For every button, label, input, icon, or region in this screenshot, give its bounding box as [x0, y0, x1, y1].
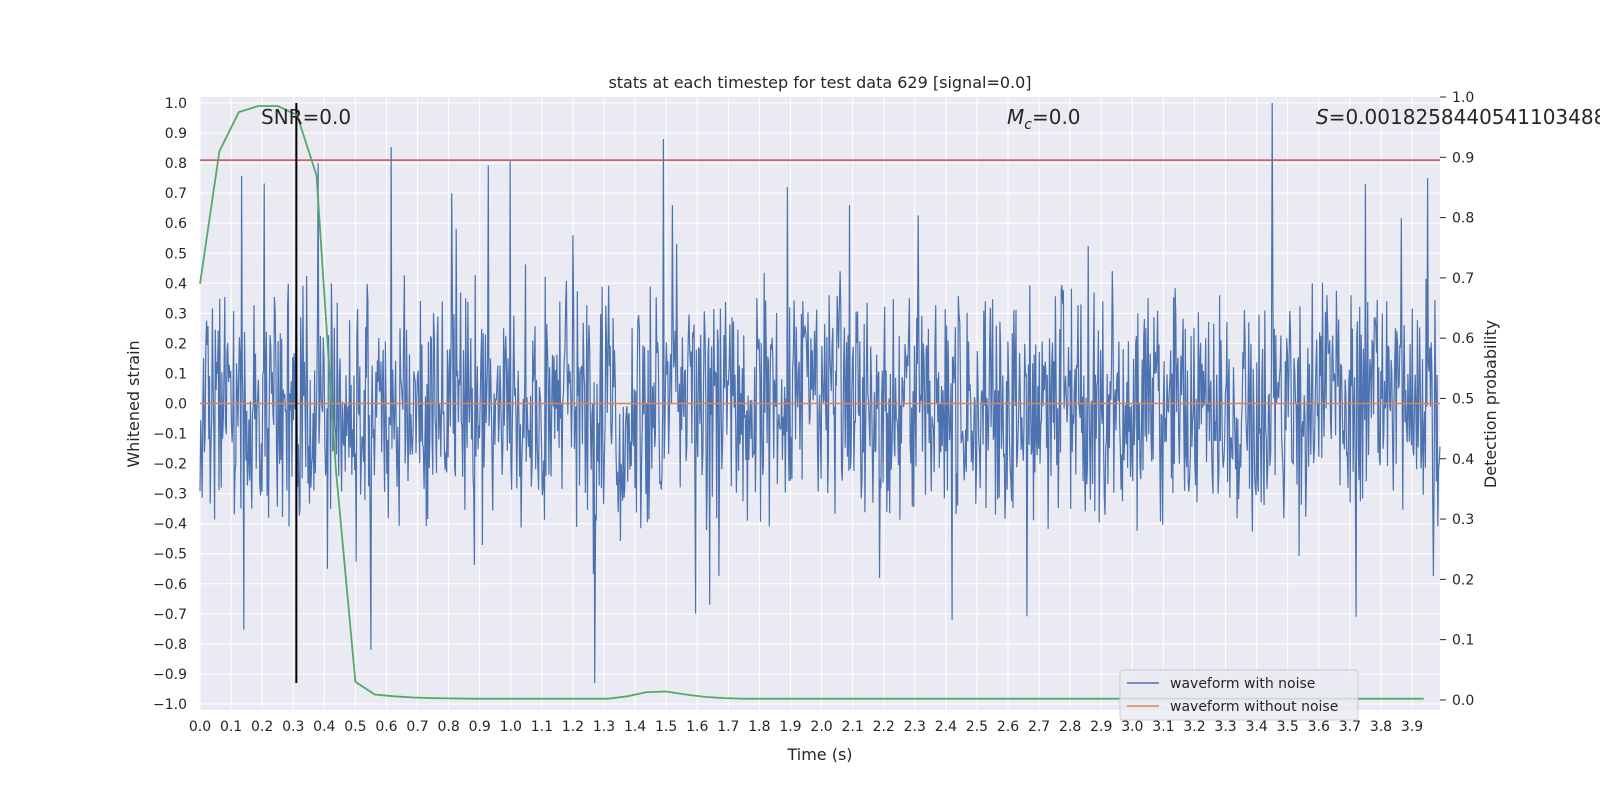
x-tick-label: 0.1	[220, 719, 242, 735]
y-tick-label: 0.3	[165, 306, 187, 322]
x-tick-label: 3.8	[1370, 719, 1392, 735]
x-tick-label: 0.3	[282, 719, 304, 735]
x-tick-label: 1.4	[624, 719, 646, 735]
x-tick-label: 1.8	[748, 719, 770, 735]
legend-box	[1119, 669, 1359, 721]
y-tick-label: −0.8	[153, 637, 187, 653]
y-tick-label: 0.8	[165, 156, 187, 172]
chirp-mass-subscript: c	[1024, 117, 1032, 133]
x-tick-label: 0.9	[469, 719, 491, 735]
y-tick-label: 0.6	[165, 216, 187, 232]
x-tick-label: 3.4	[1246, 719, 1268, 735]
y-tick-label: −0.9	[153, 667, 187, 683]
y2-tick-label: 0.2	[1452, 572, 1474, 588]
y2-axis-ticks: 1.0 0.9 0.8 0.7 0.6 0.5 0.4 0.3 0.2 0.1 0.0	[1440, 90, 1474, 709]
y2-tick-label: 0.7	[1452, 271, 1474, 287]
y-tick-label: −0.3	[153, 487, 187, 503]
x-tick-label: 3.9	[1401, 719, 1423, 735]
legend-label-clean: waveform without noise	[1170, 699, 1338, 715]
y2-tick-label: 0.6	[1452, 331, 1474, 347]
x-tick-label: 3.0	[1121, 719, 1143, 735]
waveform-with-noise-series	[199, 102, 1441, 684]
x-tick-label: 2.4	[935, 719, 957, 735]
x-tick-label: 1.6	[686, 719, 708, 735]
x-tick-label: 0.6	[375, 719, 397, 735]
x-tick-label: 0.0	[189, 719, 211, 735]
detection-probability-line	[199, 105, 1424, 700]
legend: waveform with noise waveform without noi…	[1119, 669, 1359, 721]
x-tick-label: 1.5	[655, 719, 677, 735]
chirp-mass-symbol: M	[1007, 105, 1024, 129]
chart-title: stats at each timestep for test data 629…	[608, 73, 1031, 92]
x-tick-label: 2.6	[997, 719, 1019, 735]
y-tick-label: 0.9	[165, 126, 187, 142]
y-tick-label: 0.0	[165, 397, 187, 413]
y-tick-label: −0.7	[153, 607, 187, 623]
legend-label-noise: waveform with noise	[1170, 676, 1315, 692]
y2-tick-label: 0.8	[1452, 211, 1474, 227]
y-tick-label: 0.4	[165, 276, 187, 292]
x-tick-label: 0.2	[251, 719, 273, 735]
overlay-lines	[199, 103, 1440, 700]
chirp-mass-annotation: Mc=0.0	[1007, 105, 1081, 133]
x-tick-label: 3.1	[1152, 719, 1174, 735]
y2-tick-label: 0.4	[1452, 452, 1474, 468]
s-symbol: S	[1316, 105, 1329, 129]
y-tick-label: 0.7	[165, 186, 187, 202]
x-tick-label: 2.0	[810, 719, 832, 735]
x-tick-label: 2.3	[904, 719, 926, 735]
x-tick-label: 0.4	[313, 719, 335, 735]
x-tick-label: 2.5	[966, 719, 988, 735]
y-tick-label: 1.0	[165, 96, 187, 112]
y-axis-label: Whitened strain	[124, 340, 143, 467]
y-tick-label: −1.0	[153, 697, 187, 713]
y2-tick-label: 1.0	[1452, 90, 1474, 106]
x-tick-label: 1.9	[779, 719, 801, 735]
x-tick-label: 1.0	[500, 719, 522, 735]
y2-axis-label: Detection probability	[1481, 320, 1500, 488]
y-tick-label: 0.5	[165, 246, 187, 262]
x-tick-label: 2.2	[873, 719, 895, 735]
x-axis-label: Time (s)	[786, 745, 852, 764]
y-tick-label: −0.6	[153, 577, 187, 593]
x-tick-label: 2.1	[841, 719, 863, 735]
x-tick-label: 2.7	[1028, 719, 1050, 735]
x-tick-label: 1.1	[531, 719, 553, 735]
chirp-mass-value: =0.0	[1032, 105, 1081, 129]
y2-tick-label: 0.9	[1452, 150, 1474, 166]
y-tick-label: −0.1	[153, 427, 187, 443]
x-tick-label: 3.5	[1277, 719, 1299, 735]
y-axis-ticks: 1.0 0.9 0.8 0.7 0.6 0.5 0.4 0.3 0.2 0.1 0.0 −0.1 −0.…	[153, 96, 187, 713]
y-tick-label: −0.4	[153, 517, 187, 533]
y2-tick-label: 0.0	[1452, 693, 1474, 709]
waveform-with-noise-line	[199, 102, 1441, 684]
snr-annotation: SNR=0.0	[261, 105, 351, 129]
x-tick-label: 1.7	[717, 719, 739, 735]
y2-tick-label: 0.1	[1452, 633, 1474, 649]
s-value: =0.0018258440541103488	[1329, 105, 1600, 129]
x-tick-label: 3.2	[1183, 719, 1205, 735]
y2-tick-label: 0.3	[1452, 512, 1474, 528]
x-tick-label: 0.5	[344, 719, 366, 735]
y-tick-label: 0.1	[165, 366, 187, 382]
x-tick-label: 2.8	[1059, 719, 1081, 735]
x-tick-label: 3.7	[1339, 719, 1361, 735]
x-tick-label: 1.3	[593, 719, 615, 735]
x-tick-label: 3.6	[1308, 719, 1330, 735]
y2-tick-label: 0.5	[1452, 391, 1474, 407]
y-tick-label: −0.2	[153, 457, 187, 473]
x-axis-ticks: 0.0 0.1 0.2 0.3 0.4 0.5 0.6 0.7 0.8 0.9 1.0 1.1 1.2 1…	[189, 719, 1423, 735]
x-tick-label: 0.7	[406, 719, 428, 735]
s-annotation: S=0.0018258440541103488	[1316, 105, 1600, 129]
x-tick-label: 0.8	[437, 719, 459, 735]
y-tick-label: −0.5	[153, 547, 187, 563]
y-tick-label: 0.2	[165, 336, 187, 352]
x-tick-label: 1.2	[562, 719, 584, 735]
x-tick-label: 3.3	[1214, 719, 1236, 735]
x-tick-label: 2.9	[1090, 719, 1112, 735]
